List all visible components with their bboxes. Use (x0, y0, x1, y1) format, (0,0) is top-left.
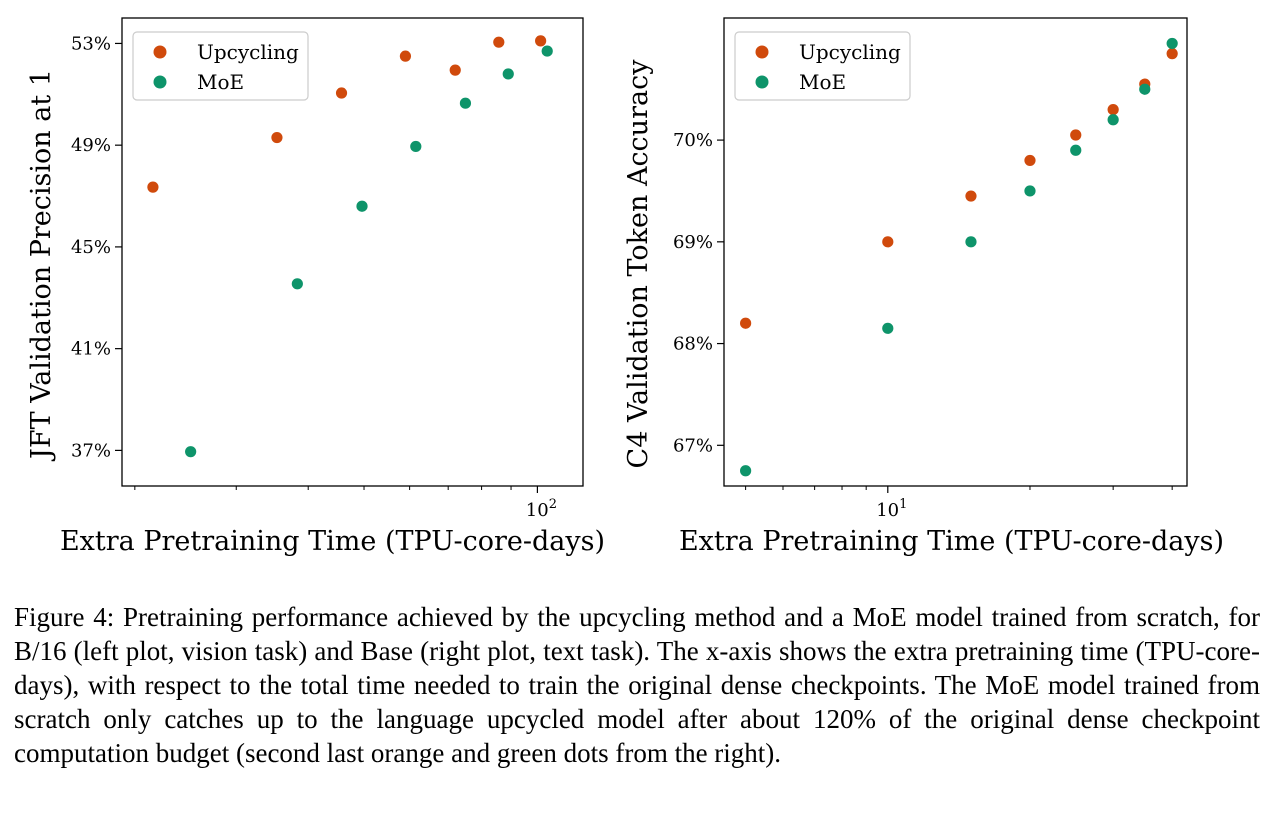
data-point-upcycling (965, 190, 977, 202)
legend-marker-upcycling (153, 45, 167, 59)
legend-box (132, 31, 309, 101)
chart-2: 101 70% 69% 68% 67% Extra Pretraining Time (T… (623, 17, 1224, 557)
legend-box (734, 31, 911, 101)
data-point-moe (185, 446, 197, 458)
data-point-upcycling (493, 36, 505, 48)
data-point-moe (541, 45, 553, 57)
y-tick-label: 41% (71, 339, 111, 360)
data-point-upcycling (535, 35, 547, 47)
y-axis-label: C4 Validation Token Accuracy (623, 59, 654, 469)
x-tick-label: 102 (526, 497, 557, 521)
series-upcycling (147, 35, 547, 193)
chart-1: 102 53% 49% 45% 41% 37% Extra Pretraining Time… (26, 17, 605, 557)
data-point-upcycling (335, 87, 348, 99)
y-tick-label: 37% (71, 440, 111, 461)
data-point-moe (1166, 37, 1178, 50)
data-point-moe (1024, 185, 1036, 197)
data-point-upcycling (399, 50, 412, 62)
y-tick-label: 45% (71, 237, 111, 258)
legend-label-upcycling: Upcycling (197, 40, 299, 64)
data-point-upcycling (147, 181, 159, 193)
data-point-moe (1070, 144, 1082, 156)
data-point-upcycling (1107, 103, 1119, 116)
y-tick-label: 53% (71, 33, 111, 54)
y-tick-label: 69% (673, 232, 713, 253)
plot-frame (723, 17, 1188, 487)
legend-marker-moe (755, 75, 769, 89)
data-point-upcycling (1024, 154, 1036, 167)
y-tick-label: 49% (71, 135, 111, 156)
data-point-moe (459, 97, 472, 109)
data-point-moe (1107, 114, 1119, 126)
data-point-moe (291, 278, 303, 290)
data-point-moe (502, 68, 514, 80)
series-moe (185, 45, 553, 458)
data-point-moe (882, 322, 894, 334)
figure-caption: Figure 4: Pretraining performance achiev… (14, 602, 1260, 768)
y-tick-label: 67% (673, 435, 713, 456)
data-point-upcycling (449, 64, 461, 76)
y-tick-label: 70% (673, 130, 713, 151)
y-axis-label: JFT Validation Precision at 1 (26, 69, 57, 462)
data-point-moe (740, 465, 752, 477)
data-point-moe (410, 140, 422, 153)
x-axis-label: Extra Pretraining Time (TPU-core-days) (60, 526, 605, 557)
data-point-upcycling (882, 236, 894, 248)
series-upcycling (740, 48, 1178, 329)
legend-marker-moe (153, 75, 167, 89)
figure-charts: 102 53% 49% 45% 41% 37% Extra Pretraining Time… (26, 17, 1224, 557)
legend-label-moe: MoE (197, 70, 244, 94)
data-point-upcycling (1070, 129, 1082, 141)
series-moe (740, 37, 1178, 477)
data-point-upcycling (271, 131, 283, 144)
legend-label-moe: MoE (799, 70, 846, 94)
x-axis-label: Extra Pretraining Time (TPU-core-days) (679, 526, 1224, 557)
data-point-moe (356, 200, 368, 212)
y-tick-label: 68% (673, 334, 713, 355)
data-point-upcycling (1166, 48, 1178, 60)
legend-label-upcycling: Upcycling (799, 40, 901, 64)
data-point-upcycling (740, 317, 752, 329)
x-tick-label: 101 (876, 497, 907, 521)
legend-marker-upcycling (755, 45, 769, 59)
data-point-moe (965, 236, 977, 248)
plot-frame (121, 17, 584, 487)
data-point-moe (1139, 83, 1151, 95)
